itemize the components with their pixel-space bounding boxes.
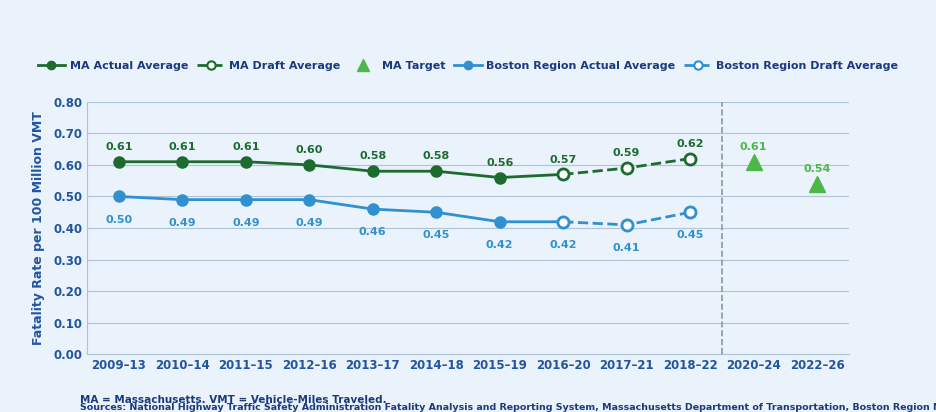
Text: 0.41: 0.41 — [613, 243, 640, 253]
Text: 0.45: 0.45 — [677, 230, 704, 240]
Text: 0.58: 0.58 — [423, 152, 450, 162]
Text: 0.61: 0.61 — [232, 142, 259, 152]
Text: 0.62: 0.62 — [677, 139, 704, 149]
Text: 0.49: 0.49 — [296, 218, 323, 228]
Text: MA = Massachusetts. VMT = Vehicle-Miles Traveled.: MA = Massachusetts. VMT = Vehicle-Miles … — [80, 395, 387, 405]
Text: Sources: National Highway Traffic Safety Administration Fatality Analysis and Re: Sources: National Highway Traffic Safety… — [80, 403, 936, 412]
Text: 0.46: 0.46 — [359, 227, 387, 237]
Text: 0.61: 0.61 — [168, 142, 197, 152]
Text: 0.42: 0.42 — [486, 240, 514, 250]
Text: 0.61: 0.61 — [105, 142, 133, 152]
Text: 0.58: 0.58 — [359, 152, 387, 162]
Y-axis label: Fatality Rate per 100 Million VMT: Fatality Rate per 100 Million VMT — [32, 111, 45, 345]
Text: 0.42: 0.42 — [549, 240, 577, 250]
Text: 0.56: 0.56 — [486, 158, 514, 168]
Text: 0.61: 0.61 — [739, 142, 768, 152]
Text: 0.49: 0.49 — [168, 218, 197, 228]
Text: 0.60: 0.60 — [296, 145, 323, 155]
Text: 0.54: 0.54 — [803, 164, 831, 174]
Text: 0.45: 0.45 — [422, 230, 450, 240]
Legend: MA Actual Average, MA Draft Average, MA Target, Boston Region Actual Average, Bo: MA Actual Average, MA Draft Average, MA … — [33, 57, 903, 76]
Text: 0.59: 0.59 — [613, 148, 640, 158]
Text: 0.50: 0.50 — [106, 215, 133, 225]
Text: 0.49: 0.49 — [232, 218, 259, 228]
Text: 0.57: 0.57 — [549, 154, 577, 165]
